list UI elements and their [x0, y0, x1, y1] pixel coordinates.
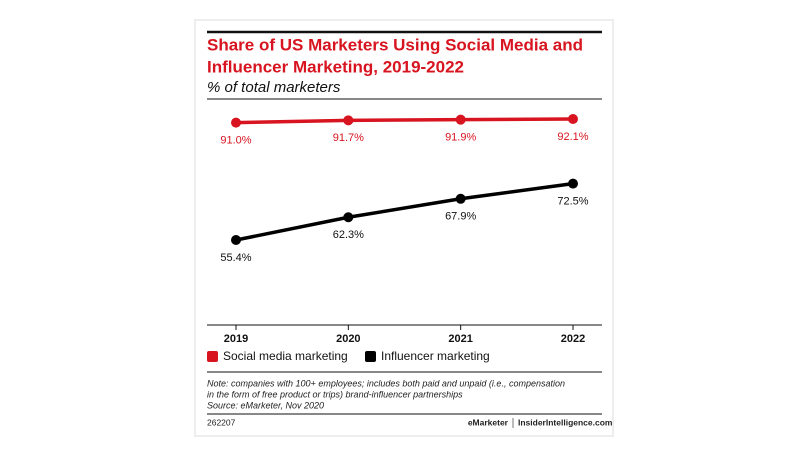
point — [568, 114, 578, 124]
source: Source: eMarketer, Nov 2020 — [207, 400, 324, 410]
point — [568, 178, 578, 189]
note: in the form of free product or trips) br… — [207, 389, 463, 399]
value-label: 62.3% — [333, 229, 364, 241]
value-label: 91.7% — [333, 132, 364, 144]
value-label: 91.0% — [220, 135, 251, 147]
chart-title: Influencer Marketing, 2019-2022 — [207, 57, 464, 76]
point — [231, 117, 241, 128]
point — [343, 212, 354, 223]
legend-label: Influencer marketing — [381, 349, 490, 363]
value-label: 67.9% — [445, 211, 476, 223]
legend-label: Social media marketing — [223, 349, 348, 363]
brand: eMarketer — [468, 417, 509, 427]
legend-swatch — [365, 351, 376, 362]
chart-subtitle: % of total marketers — [207, 79, 341, 96]
chart-title: Share of US Marketers Using Social Media… — [207, 35, 583, 54]
brand: InsiderIntelligence.com — [518, 417, 613, 427]
series-line — [235, 181, 574, 242]
value-label: 92.1% — [557, 131, 588, 143]
legend-swatch — [207, 351, 218, 362]
point — [455, 193, 466, 204]
value-label: 91.9% — [445, 132, 476, 144]
x-tick-label: 2019 — [224, 333, 248, 345]
value-label: 55.4% — [220, 252, 251, 264]
point — [455, 114, 466, 125]
card — [194, 19, 614, 437]
point — [231, 235, 241, 245]
series-line — [235, 117, 574, 125]
x-tick-label: 2020 — [336, 333, 360, 345]
note: Note: companies with 100+ employees; inc… — [207, 378, 565, 388]
x-tick-label: 2021 — [448, 333, 472, 345]
chart-id: 262207 — [207, 417, 236, 427]
value-label: 72.5% — [557, 196, 588, 208]
x-tick-label: 2022 — [561, 333, 585, 345]
point — [343, 115, 354, 126]
